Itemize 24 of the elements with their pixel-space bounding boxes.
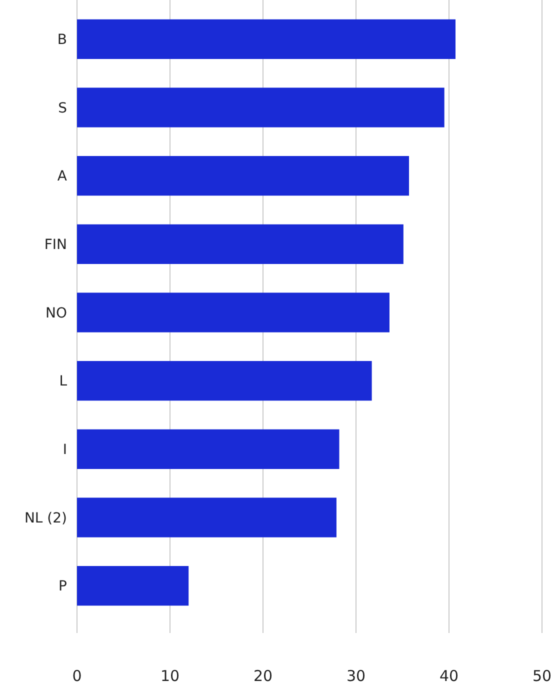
bar xyxy=(77,498,336,538)
x-tick-label: 10 xyxy=(160,667,180,685)
y-tick-label: S xyxy=(58,100,68,116)
y-tick-label: A xyxy=(57,168,68,185)
y-tick-label: B xyxy=(57,32,67,48)
bar xyxy=(77,88,444,128)
y-tick-label: FIN xyxy=(44,237,67,254)
x-tick-label: 20 xyxy=(253,667,273,685)
bar xyxy=(77,224,404,264)
bar xyxy=(77,19,456,59)
x-tick-label: 0 xyxy=(72,667,82,685)
y-tick-label: L xyxy=(59,374,68,390)
x-tick-label: 40 xyxy=(439,667,459,685)
y-tick-label: I xyxy=(62,442,67,458)
bar xyxy=(77,156,410,196)
bar xyxy=(77,566,189,606)
y-tick-label: NO xyxy=(46,305,67,322)
y-tick-label: NL (2) xyxy=(24,510,67,526)
x-tick-label: 30 xyxy=(346,667,366,685)
bar xyxy=(77,361,372,401)
bar xyxy=(77,292,390,332)
x-tick-label: 50 xyxy=(532,667,552,685)
y-tick-label: P xyxy=(58,578,67,595)
bar xyxy=(77,429,340,469)
